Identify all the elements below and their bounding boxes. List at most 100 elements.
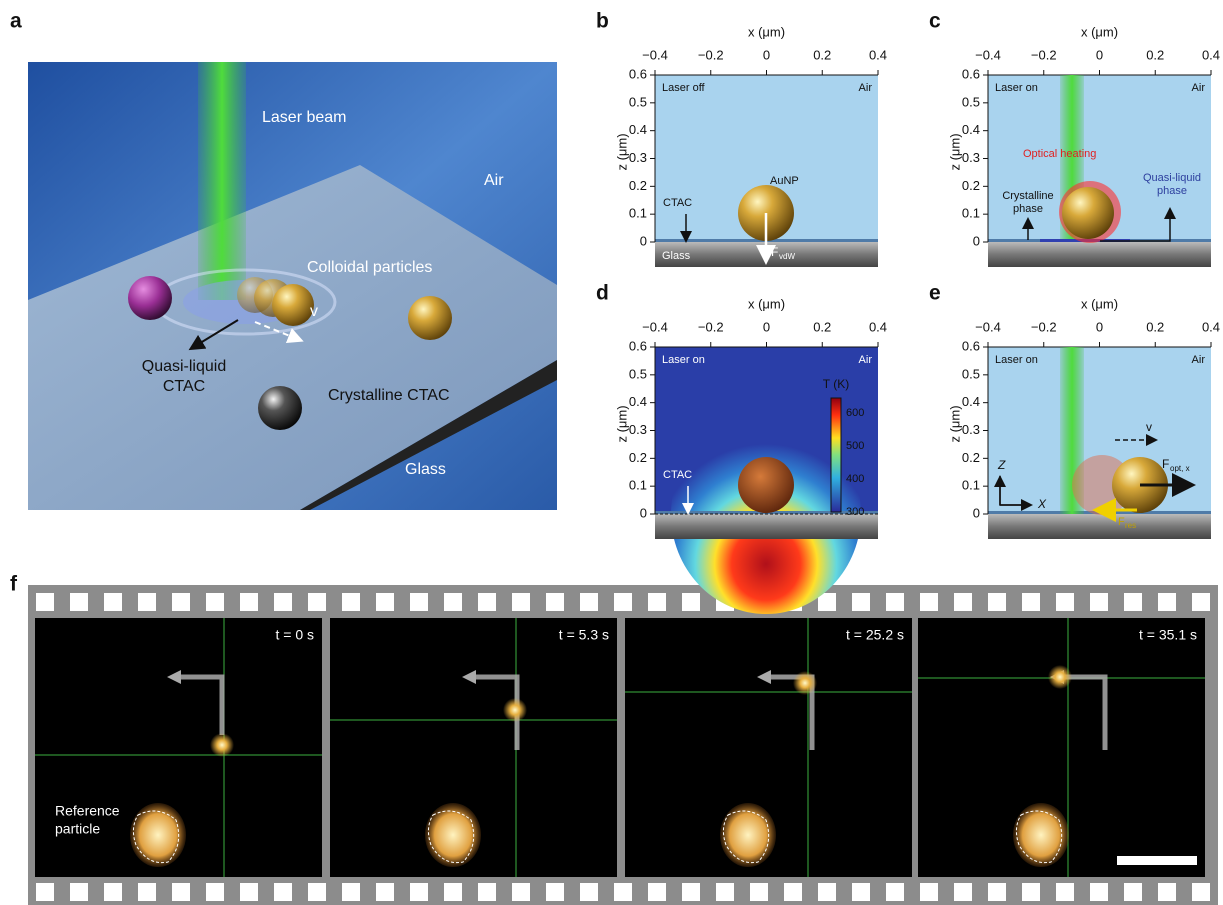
sprocket [512, 593, 530, 611]
z-tick-label: 0.4 [629, 122, 647, 137]
sprocket [614, 593, 632, 611]
glass-substrate [655, 514, 878, 539]
z-tick-label: 0.6 [962, 338, 980, 353]
z-tick-label: 0.2 [962, 450, 980, 465]
reference-particle [1013, 803, 1069, 867]
z-axis-title: z (μm) [947, 405, 962, 442]
sprocket [444, 883, 462, 901]
z-tick-label: 0.1 [629, 478, 647, 493]
x-tick-label: 0.4 [1202, 319, 1220, 334]
sprocket [274, 883, 292, 901]
sprocket [308, 883, 326, 901]
sprocket [1158, 593, 1176, 611]
sprocket [36, 883, 54, 901]
sprocket [1022, 883, 1040, 901]
heating-label: Optical heating [1023, 148, 1096, 160]
force-subscript: opt, x [1170, 464, 1190, 473]
sprocket [70, 593, 88, 611]
glass-label: Glass [662, 250, 691, 262]
annotation: Glass [405, 461, 446, 478]
sprocket [954, 593, 972, 611]
sprocket [376, 593, 394, 611]
reference-label: particle [55, 821, 100, 837]
annotation: Quasi-liquid [142, 358, 226, 375]
sprocket [852, 593, 870, 611]
sprocket [478, 593, 496, 611]
z-tick-label: 0.1 [629, 206, 647, 221]
z-tick-label: 0.6 [629, 338, 647, 353]
arrow-head [757, 670, 771, 684]
state-label: Laser on [662, 354, 705, 366]
sprocket [886, 883, 904, 901]
sprocket [240, 883, 258, 901]
z-tick-label: 0.1 [962, 478, 980, 493]
force-subscript: vdW [779, 252, 795, 261]
z-tick-label: 0 [973, 505, 980, 520]
trajectory-arrow [175, 674, 225, 735]
z-tick-label: 0 [973, 233, 980, 248]
arrow-head [462, 670, 476, 684]
ctac-label: CTAC [663, 469, 692, 481]
sprocket [1090, 883, 1108, 901]
time-label: t = 0 s [275, 627, 314, 643]
z-tick-label: 0.6 [962, 66, 980, 81]
colorbar-tick-label: 300 [846, 506, 864, 518]
x-tick-label: 0.4 [1202, 47, 1220, 62]
sprocket [1090, 593, 1108, 611]
panel-label: e [929, 282, 941, 305]
sprocket [70, 883, 88, 901]
x-tick-label: 0 [763, 47, 770, 62]
ctac-label: CTAC [663, 197, 692, 209]
reference-outline [722, 810, 770, 864]
sprocket [1158, 883, 1176, 901]
state-label: Laser on [995, 82, 1038, 94]
z-tick-label: 0.2 [629, 450, 647, 465]
sprocket [478, 883, 496, 901]
arrow-head [167, 670, 181, 684]
colorbar-tick-label: 400 [846, 473, 864, 485]
reference-particle [130, 803, 186, 867]
panel-label: b [596, 10, 609, 33]
phase-label: Crystalline [1002, 190, 1053, 202]
time-label: t = 35.1 s [1139, 627, 1197, 643]
panel-label: f [10, 573, 18, 596]
force-label: F [1118, 516, 1125, 528]
x-axis-title: x (μm) [1081, 24, 1118, 39]
x-tick-label: −0.2 [698, 47, 724, 62]
colorbar-tick-label: 600 [846, 407, 864, 419]
colorbar [830, 397, 842, 513]
x-axis-title: x (μm) [748, 296, 785, 311]
sprocket [172, 883, 190, 901]
sprocket [342, 593, 360, 611]
x-tick-label: 0 [1096, 319, 1103, 334]
sprocket [580, 593, 598, 611]
x-tick-label: −0.2 [1031, 47, 1057, 62]
z-tick-label: 0.5 [629, 366, 647, 381]
x-tick-label: 0.4 [869, 47, 887, 62]
sprocket [614, 883, 632, 901]
z-axis-title: z (μm) [947, 133, 962, 170]
sprocket [682, 883, 700, 901]
medium-label: Air [1192, 82, 1206, 94]
sprocket [580, 883, 598, 901]
z-tick-label: 0.2 [629, 178, 647, 193]
sprocket [512, 883, 530, 901]
sprocket [274, 593, 292, 611]
sprocket [920, 593, 938, 611]
z-tick-label: 0.5 [962, 94, 980, 109]
sprocket [206, 593, 224, 611]
sprocket [172, 593, 190, 611]
z-tick-label: 0 [640, 505, 647, 520]
panel-label: a [10, 10, 22, 33]
sprocket [546, 883, 564, 901]
sprocket [648, 593, 666, 611]
reference-outline [1015, 810, 1063, 864]
sprocket [1192, 883, 1210, 901]
panel-label: c [929, 10, 941, 33]
reference-outline [427, 810, 475, 864]
film-strip [28, 585, 1218, 905]
reference-outline [132, 810, 180, 864]
annotation: Laser beam [262, 109, 347, 126]
reference-particle [425, 803, 481, 867]
